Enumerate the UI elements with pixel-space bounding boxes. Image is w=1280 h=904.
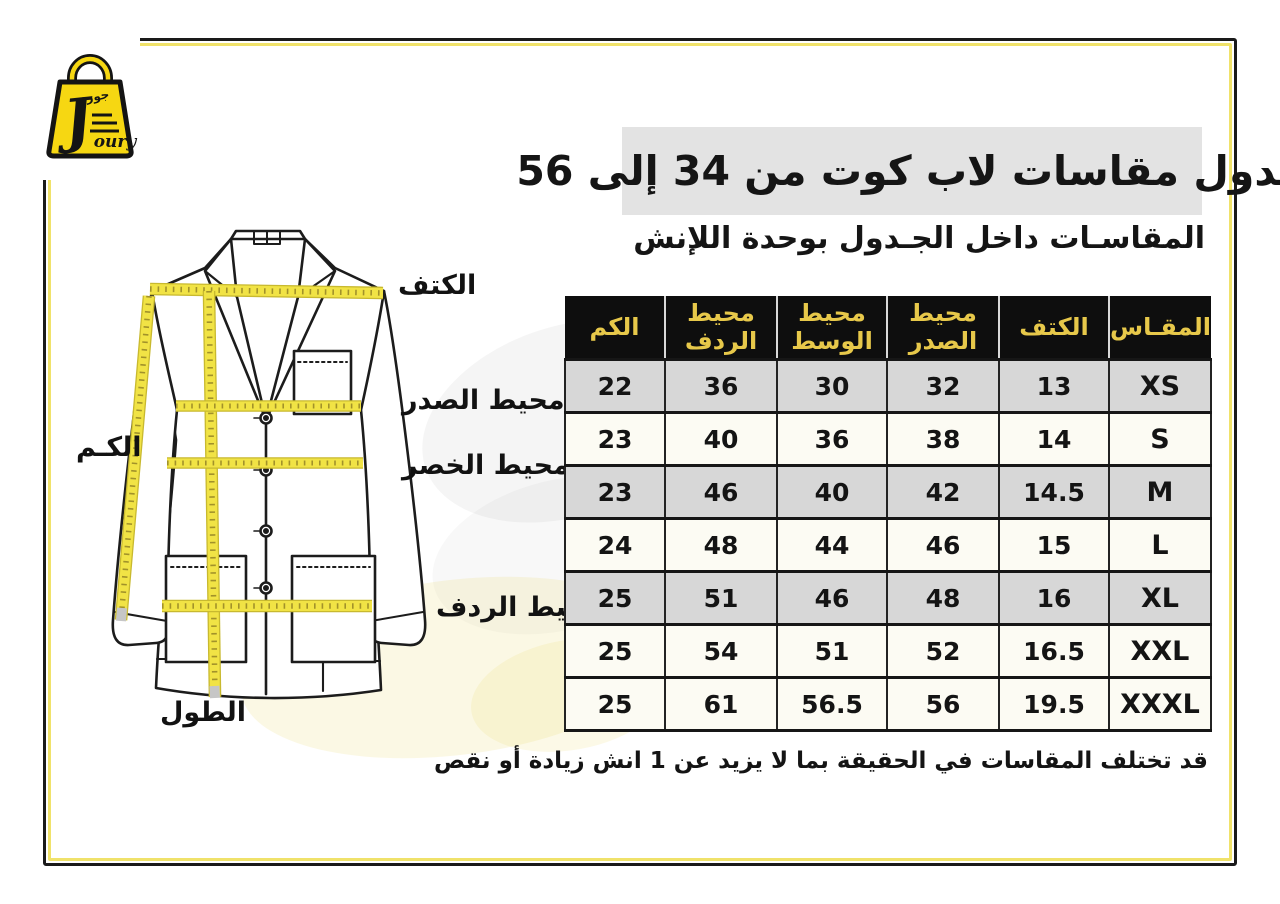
cell-waist: 44 xyxy=(776,517,888,573)
col-header-hip: محيط الردف xyxy=(664,296,777,361)
label-waist: محيط الخصر xyxy=(402,450,570,481)
table-row-s: S 14 38 36 40 23 xyxy=(564,411,1212,467)
speed-lines-icon xyxy=(90,113,119,133)
cell-sleeve: 23 xyxy=(564,411,666,467)
table-row-xxxl: XXXL 19.5 56 56.5 61 25 xyxy=(564,676,1212,732)
footnote: قد تختلف المقاسات في الحقيقة بما لا يزيد… xyxy=(434,748,1208,774)
cell-chest: 46 xyxy=(886,517,1000,573)
cell-waist: 40 xyxy=(776,464,888,520)
cell-shoulder: 14 xyxy=(998,411,1110,467)
label-sleeve: الكـم xyxy=(76,432,142,463)
cell-size: XS xyxy=(1108,358,1212,414)
col-header-chest: محيط الصدر xyxy=(886,296,999,361)
cell-waist: 36 xyxy=(776,411,888,467)
col-header-size: المقـاس xyxy=(1108,296,1211,361)
cell-waist: 30 xyxy=(776,358,888,414)
table-row-m: M 14.5 42 40 46 23 xyxy=(564,464,1212,520)
cell-size: XXXL xyxy=(1108,676,1212,732)
cell-chest: 32 xyxy=(886,358,1000,414)
logo-rest: oury xyxy=(94,132,138,152)
joury-logo: جوري J oury xyxy=(46,54,138,159)
label-length: الطول xyxy=(160,697,247,728)
cell-chest: 56 xyxy=(886,676,1000,732)
cell-waist: 46 xyxy=(776,570,888,626)
table-row-xl: XL 16 48 46 51 25 xyxy=(564,570,1212,626)
cell-hip: 51 xyxy=(664,570,778,626)
col-header-sleeve: الكم xyxy=(565,296,665,361)
cell-hip: 36 xyxy=(664,358,778,414)
cell-chest: 38 xyxy=(886,411,1000,467)
label-chest: محيط الصدر xyxy=(402,385,565,416)
cell-sleeve: 24 xyxy=(564,517,666,573)
cell-size: XXL xyxy=(1108,623,1212,679)
page-frame xyxy=(43,38,1237,866)
cell-waist: 56.5 xyxy=(776,676,888,732)
page-title: جدول مقاسات لاب كوت من 34 إلى 56 xyxy=(516,127,1280,215)
cell-size: L xyxy=(1108,517,1212,573)
page-subtitle: المقاسـات داخل الجـدول بوحدة اللإنش xyxy=(633,221,1205,256)
col-header-shoulder: الكتف xyxy=(998,296,1109,361)
cell-size: XL xyxy=(1108,570,1212,626)
cell-sleeve: 22 xyxy=(564,358,666,414)
cell-size: S xyxy=(1108,411,1212,467)
cell-chest: 52 xyxy=(886,623,1000,679)
cell-hip: 54 xyxy=(664,623,778,679)
cell-shoulder: 15 xyxy=(998,517,1110,573)
cell-shoulder: 13 xyxy=(998,358,1110,414)
table-row-l: L 15 46 44 48 24 xyxy=(564,517,1212,573)
cell-hip: 61 xyxy=(664,676,778,732)
cell-sleeve: 25 xyxy=(564,570,666,626)
cell-sleeve: 23 xyxy=(564,464,666,520)
table-row-xxl: XXL 16.5 52 51 54 25 xyxy=(564,623,1212,679)
table-header-row: المقـاس الكتف محيط الصدر محيط الوسط محيط… xyxy=(565,296,1211,361)
cell-waist: 51 xyxy=(776,623,888,679)
label-shoulder: الكتف xyxy=(398,270,477,301)
cell-hip: 46 xyxy=(664,464,778,520)
cell-shoulder: 14.5 xyxy=(998,464,1110,520)
bag-icon xyxy=(46,79,134,159)
cell-chest: 48 xyxy=(886,570,1000,626)
cell-sleeve: 25 xyxy=(564,623,666,679)
cell-shoulder: 16 xyxy=(998,570,1110,626)
size-table: المقـاس الكتف محيط الصدر محيط الوسط محيط… xyxy=(564,296,1212,732)
cell-shoulder: 16.5 xyxy=(998,623,1110,679)
cell-sleeve: 25 xyxy=(564,676,666,732)
col-header-waist: محيط الوسط xyxy=(776,296,887,361)
table-row-xs: XS 13 32 30 36 22 xyxy=(564,358,1212,414)
cell-chest: 42 xyxy=(886,464,1000,520)
cell-shoulder: 19.5 xyxy=(998,676,1110,732)
cell-hip: 48 xyxy=(664,517,778,573)
cell-size: M xyxy=(1108,464,1212,520)
cell-hip: 40 xyxy=(664,411,778,467)
